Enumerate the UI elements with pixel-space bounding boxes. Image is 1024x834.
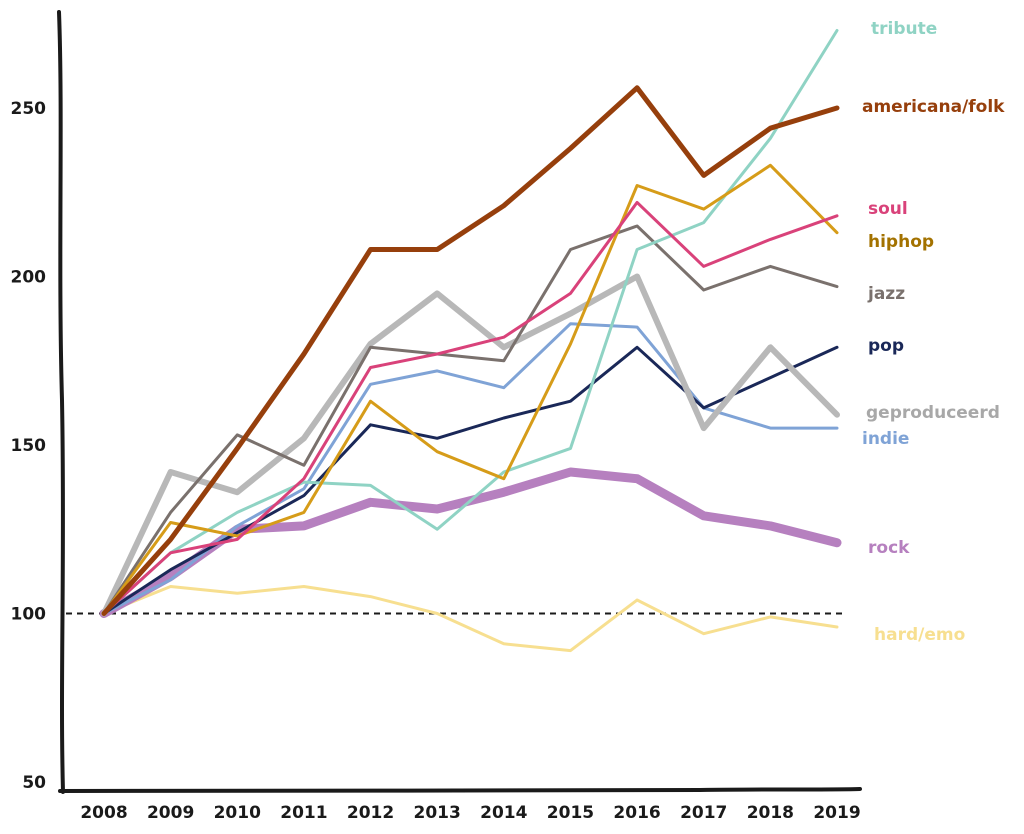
series-label-hiphop: hiphop [868,232,934,252]
series-line-hiphop [102,163,839,615]
series-label-tribute: tribute [871,19,937,39]
y-tick-label-50: 50 [22,773,46,793]
series-label-americana-folk: americana/folk [862,97,1005,117]
x-tick-label-2015: 2015 [547,803,594,823]
y-axis [57,10,65,794]
series-line-jazz [102,224,839,615]
series-label-jazz: jazz [867,284,905,304]
series-line-hard-emo [102,585,839,653]
series-label-geproduceerd: geproduceerd [866,403,1000,423]
x-tick-label-2009: 2009 [147,803,194,823]
series-label-rock: rock [868,538,910,558]
series-labels: tribute americana/folk soul hiphop jazz pop ge… [862,19,1005,645]
y-tick-label-200: 200 [11,268,47,288]
series-line-pop [102,345,839,615]
x-tick-label-2014: 2014 [480,803,527,823]
x-tick-label-2013: 2013 [414,803,461,823]
x-tick-label-2019: 2019 [813,803,860,823]
series-label-indie: indie [862,429,909,449]
series-line-indie [102,322,839,615]
series-line-americana-folk [101,85,840,616]
x-tick-labels: 2008 2009 2010 2011 2012 2013 2014 2015 2016 2017… [80,803,860,823]
series-label-pop: pop [868,336,904,356]
series-label-hard-emo: hard/emo [874,625,965,645]
x-tick-label-2016: 2016 [613,803,660,823]
y-tick-label-150: 150 [11,436,47,456]
x-tick-label-2008: 2008 [80,803,127,823]
x-tick-label-2012: 2012 [347,803,394,823]
series-line-geproduceerd [101,273,840,617]
series-line-tribute [102,29,839,615]
chart-axes [57,10,862,794]
x-tick-label-2017: 2017 [680,803,727,823]
x-tick-label-2011: 2011 [280,803,327,823]
y-tick-label-250: 250 [11,99,47,119]
series-label-soul: soul [868,199,908,219]
x-tick-label-2018: 2018 [747,803,794,823]
y-tick-label-100: 100 [11,605,47,625]
y-tick-labels: 50 100 150 200 250 [11,99,47,793]
series-group [99,29,842,653]
x-tick-label-2010: 2010 [214,803,261,823]
x-axis [58,787,862,793]
series-line-soul [102,200,839,615]
